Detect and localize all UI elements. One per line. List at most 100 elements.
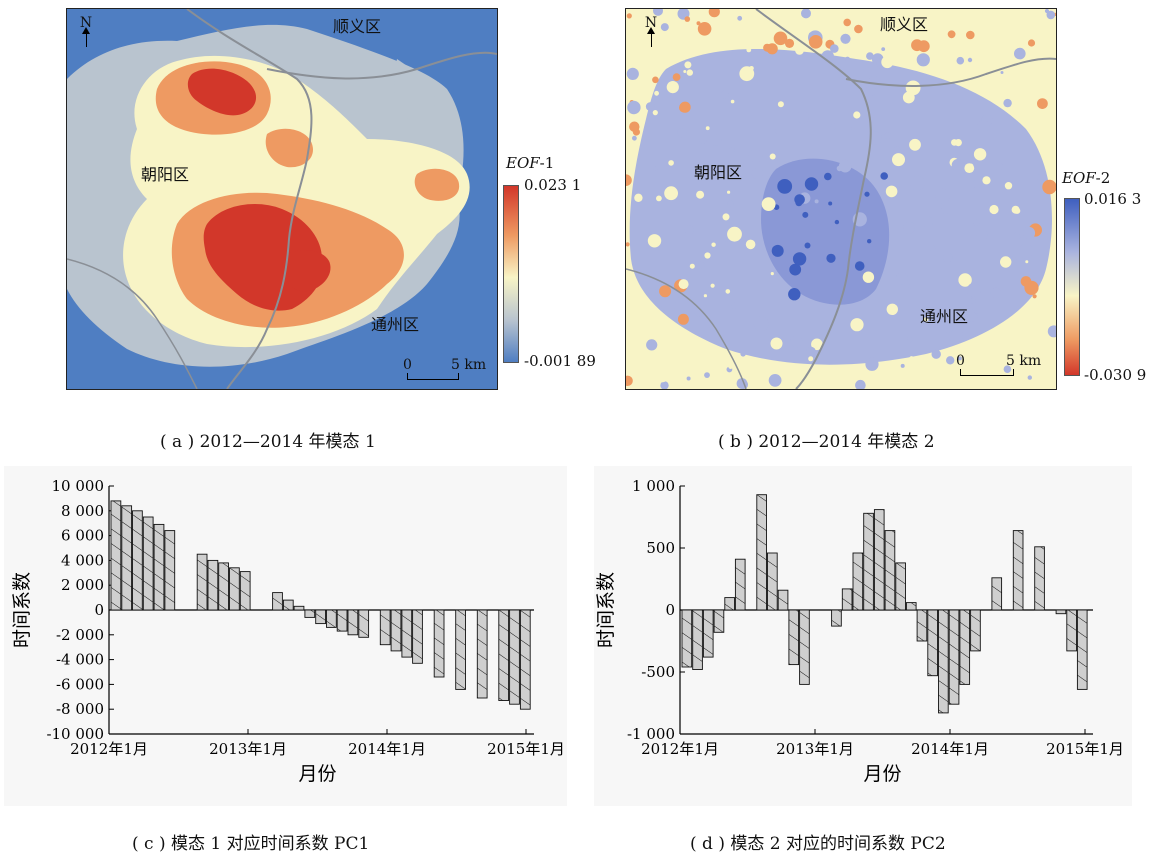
eof2-speckle bbox=[649, 51, 660, 62]
eof2-speckle bbox=[666, 81, 679, 94]
eof2-speckle bbox=[895, 272, 909, 285]
eof2-speckle bbox=[864, 191, 870, 197]
eof2-speckle bbox=[789, 263, 802, 276]
eof2-speckle bbox=[677, 128, 687, 138]
bar bbox=[713, 609, 725, 633]
eof2-speckle bbox=[909, 138, 921, 151]
bar bbox=[895, 562, 906, 611]
eof2-speckle bbox=[727, 226, 742, 242]
bar bbox=[1076, 609, 1088, 690]
eof2-district-boundary-west bbox=[626, 268, 747, 389]
bar bbox=[948, 609, 960, 705]
eof1-map: N 顺义区 朝阳区 通州区 0 5 km bbox=[66, 8, 498, 390]
eof2-speckle bbox=[777, 101, 784, 108]
eof2-speckle bbox=[875, 19, 888, 32]
bar bbox=[401, 609, 413, 658]
eof2-speckle bbox=[854, 261, 865, 271]
eof2-speckle bbox=[1012, 232, 1021, 241]
eof2-speckle bbox=[865, 85, 876, 96]
eof2-speckle bbox=[1004, 182, 1013, 190]
eof2-speckle bbox=[855, 379, 866, 389]
eof2-speckle bbox=[966, 283, 981, 297]
eof2-speckle bbox=[828, 201, 833, 206]
eof2-speckle bbox=[921, 216, 934, 228]
bar bbox=[229, 567, 240, 611]
legend-min: -0.030 9 bbox=[1084, 366, 1147, 384]
bar bbox=[1034, 546, 1045, 611]
y-tick-label: -8 000 bbox=[56, 700, 104, 718]
bar bbox=[702, 609, 714, 658]
eof2-speckle bbox=[886, 303, 898, 315]
district-chaoyang: 朝阳区 bbox=[141, 165, 190, 184]
eof2-speckle bbox=[672, 73, 681, 81]
bar bbox=[916, 609, 928, 642]
eof2-speckle bbox=[840, 33, 851, 44]
eof2-speckle bbox=[1003, 365, 1012, 374]
bar bbox=[412, 609, 423, 664]
north-arrow-icon bbox=[646, 27, 655, 47]
eof2-speckle bbox=[903, 57, 910, 64]
y-tick-label: 2 000 bbox=[61, 576, 104, 594]
eof2-speckle bbox=[627, 100, 641, 115]
eof2-speckle bbox=[951, 139, 958, 146]
eof2-speckle bbox=[696, 190, 705, 199]
eof2-speckle bbox=[702, 163, 713, 174]
eof2-speckle bbox=[634, 193, 643, 202]
x-tick-label: 2013年1月 bbox=[776, 740, 854, 758]
y-tick-label: 0 bbox=[665, 601, 675, 619]
eof2-speckle bbox=[804, 242, 811, 249]
eof1-zone-high-east bbox=[414, 168, 460, 201]
eof2-speckle bbox=[981, 376, 987, 382]
eof2-speckle bbox=[1018, 243, 1034, 259]
eof2-speckle bbox=[720, 90, 729, 99]
eof2-speckle bbox=[801, 9, 811, 19]
eof2-speckle bbox=[806, 346, 816, 357]
eof2-map: N 顺义区 朝阳区 通州区 0 5 km bbox=[625, 8, 1057, 390]
bar bbox=[207, 559, 219, 611]
caption-a: ( a ) 2012—2014 年模态 1 bbox=[160, 432, 376, 452]
eof2-speckle bbox=[990, 287, 1002, 299]
north-arrow: N bbox=[644, 15, 658, 47]
eof2-speckle bbox=[1047, 325, 1056, 338]
eof2-speckle bbox=[697, 22, 712, 36]
scale-bar-line bbox=[960, 369, 1014, 376]
eof2-speckle bbox=[1025, 260, 1029, 264]
eof2-speckle bbox=[1017, 92, 1032, 107]
eof2-speckle bbox=[884, 132, 892, 140]
bar bbox=[239, 571, 251, 611]
eof2-speckle bbox=[629, 121, 640, 132]
district-tongzhou: 通州区 bbox=[920, 307, 969, 326]
eof2-speckle bbox=[1016, 79, 1023, 86]
eof2-speckle bbox=[686, 69, 693, 76]
eof2-speckle bbox=[1046, 10, 1056, 20]
eof2-speckle bbox=[942, 320, 955, 333]
eof2-speckle bbox=[940, 204, 951, 215]
eof2-speckle bbox=[645, 102, 655, 112]
eof2-speckle bbox=[731, 302, 738, 309]
district-shunyi: 顺义区 bbox=[333, 17, 382, 36]
bar bbox=[884, 530, 896, 611]
eof2-speckle bbox=[826, 253, 836, 263]
y-tick-label: -500 bbox=[641, 663, 675, 681]
bar bbox=[379, 609, 391, 646]
legend-title-suffix: -2 bbox=[1095, 169, 1111, 187]
eof2-speckle bbox=[1047, 107, 1051, 112]
eof2-speckle bbox=[746, 47, 752, 53]
eof2-speckle bbox=[636, 361, 642, 368]
bar bbox=[218, 562, 229, 611]
eof2-speckle bbox=[627, 326, 642, 341]
district-shunyi: 顺义区 bbox=[880, 15, 929, 34]
eof2-speckle bbox=[773, 31, 788, 46]
eof2-speckle bbox=[804, 177, 819, 191]
y-tick-label: 6 000 bbox=[61, 527, 104, 545]
eof2-speckle bbox=[854, 24, 863, 34]
eof2-speckle bbox=[795, 46, 804, 55]
eof2-speckle bbox=[814, 199, 819, 204]
eof2-map-raster bbox=[626, 9, 1056, 389]
eof2-speckle bbox=[710, 134, 722, 146]
eof2-speckle bbox=[935, 188, 950, 204]
legend-title-italic: EOF bbox=[1062, 169, 1096, 187]
eof2-speckle bbox=[967, 311, 978, 322]
eof2-speckle bbox=[909, 356, 914, 361]
eof2-speckle bbox=[1024, 280, 1039, 295]
